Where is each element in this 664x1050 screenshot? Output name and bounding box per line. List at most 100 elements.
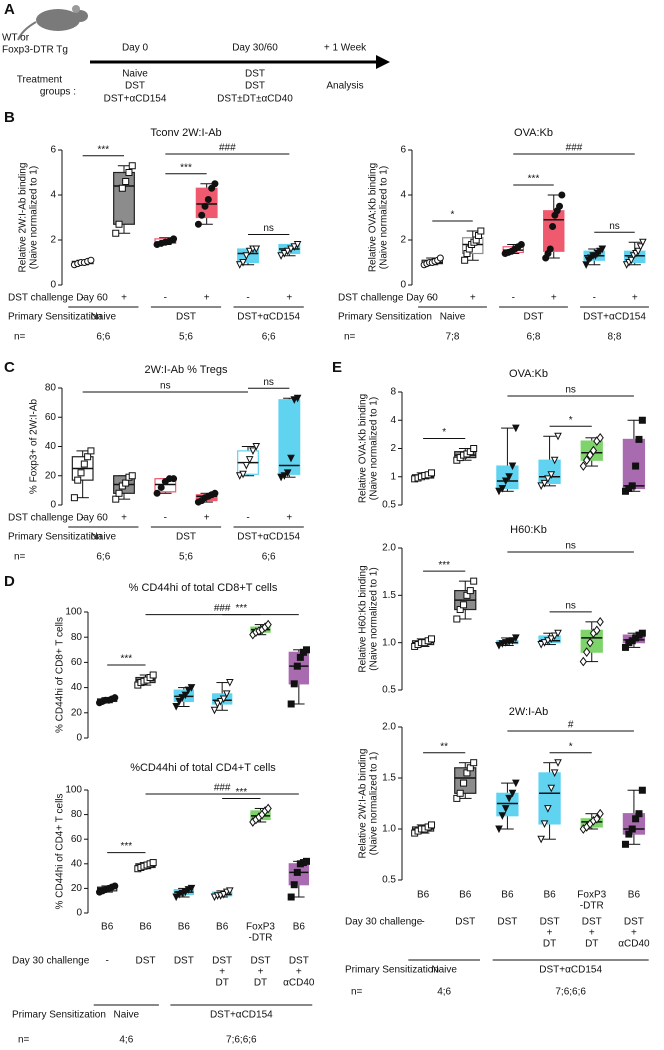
treatment: DST xyxy=(245,69,265,80)
y-tick-label: 100 xyxy=(65,607,82,618)
point xyxy=(582,261,590,269)
point xyxy=(556,202,564,210)
significance-label: ns xyxy=(565,600,576,611)
point xyxy=(283,247,292,256)
point xyxy=(128,162,136,170)
y-tick-label: 0 xyxy=(76,908,82,919)
point xyxy=(198,211,206,219)
challenge-label: DST xyxy=(251,956,271,967)
challenge-label: + xyxy=(121,293,127,304)
n-label: 7;6;6;6 xyxy=(555,987,586,998)
challenge-label: - xyxy=(593,293,596,304)
point xyxy=(283,469,292,477)
x-tick-label: B6 xyxy=(216,922,229,933)
group-label: DST+αCD154 xyxy=(210,1010,273,1021)
analysis: Analysis xyxy=(326,81,363,92)
point xyxy=(181,691,190,700)
point xyxy=(194,220,202,228)
point xyxy=(627,256,636,265)
point xyxy=(125,169,133,176)
point xyxy=(211,489,219,497)
challenge-label: + xyxy=(204,513,210,524)
point xyxy=(589,445,598,456)
point xyxy=(208,184,216,192)
point xyxy=(498,484,507,493)
point xyxy=(239,470,247,479)
point xyxy=(249,447,257,456)
n-label: 7;8 xyxy=(446,332,460,343)
timepoint: Day 0 xyxy=(122,43,149,54)
point xyxy=(540,479,549,488)
challenge-label: - xyxy=(164,513,167,524)
point xyxy=(544,805,552,813)
point xyxy=(596,617,604,627)
n-label: 4;6 xyxy=(437,987,451,998)
chart-title: OVA:Kb xyxy=(509,368,548,380)
point xyxy=(219,695,228,704)
y-tick-label: 2 xyxy=(390,443,396,454)
point xyxy=(242,462,251,470)
challenge-label: - xyxy=(431,293,434,304)
point xyxy=(540,820,549,829)
point xyxy=(175,697,184,706)
y-tick-label: 4 xyxy=(50,190,56,201)
x-tick-label: B6 xyxy=(628,890,641,901)
n-row-label: n= xyxy=(344,332,356,343)
point xyxy=(638,786,646,794)
significance-label: *** xyxy=(235,787,247,798)
group-label: Naive xyxy=(91,532,117,543)
point xyxy=(470,759,478,767)
point xyxy=(149,671,157,679)
y-tick-label: 2 xyxy=(400,235,406,246)
group-row-label: Primary Sensitization xyxy=(12,1010,106,1021)
y-tick-label: 6 xyxy=(50,145,56,156)
x-tick-label: -DTR xyxy=(249,933,273,944)
point xyxy=(235,261,244,269)
point xyxy=(638,629,646,637)
point xyxy=(84,453,92,461)
point xyxy=(558,191,566,199)
point xyxy=(287,245,295,254)
x-tick-label: B6 xyxy=(543,890,556,901)
point xyxy=(537,835,545,844)
y-axis-label: (Naive normalized to 1) xyxy=(379,166,390,269)
challenge-label: DST xyxy=(582,917,602,928)
point xyxy=(547,784,556,793)
point xyxy=(115,220,123,228)
n-label: 6;6 xyxy=(262,552,276,563)
point xyxy=(579,461,587,471)
challenge-label: + xyxy=(286,513,292,524)
point xyxy=(242,252,251,260)
point xyxy=(290,680,298,688)
challenge-label: + xyxy=(258,967,264,978)
challenge-label: + xyxy=(547,928,553,939)
challenge-label: + xyxy=(551,293,557,304)
point xyxy=(70,494,78,502)
y-tick-label: 8 xyxy=(390,387,396,398)
x-tick-label: B6 xyxy=(459,890,472,901)
treatment: DST+αCD154 xyxy=(104,94,167,105)
box xyxy=(195,187,218,219)
y-tick-label: 40 xyxy=(71,682,83,693)
point xyxy=(187,884,196,893)
point xyxy=(508,789,517,798)
group-label: Naive xyxy=(114,1010,140,1021)
point xyxy=(596,808,604,819)
challenge-label: + xyxy=(121,513,127,524)
point xyxy=(157,483,165,491)
point xyxy=(544,475,552,483)
point xyxy=(149,859,157,867)
significance-label: * xyxy=(569,741,573,752)
groups-label: Treatment xyxy=(17,75,62,86)
x-tick-label: -DTR xyxy=(580,901,604,912)
point xyxy=(635,810,643,818)
point xyxy=(264,803,272,814)
point xyxy=(87,447,95,455)
y-axis-label: (Naive normalized to 1) xyxy=(369,567,380,670)
chart-title: H60:Kb xyxy=(510,524,547,536)
point xyxy=(264,619,272,630)
y-axis-label: Relative 2W:I-Ab binding xyxy=(18,163,29,273)
point xyxy=(495,487,503,496)
x-tick-label: B6 xyxy=(417,890,430,901)
point xyxy=(461,256,469,264)
